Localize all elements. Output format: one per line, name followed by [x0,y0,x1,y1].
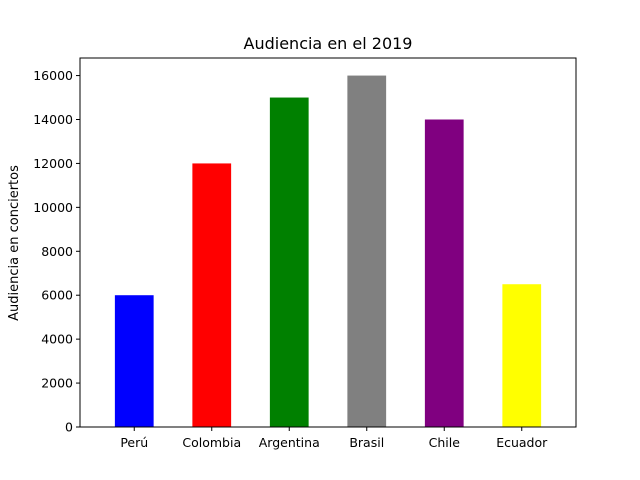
x-tick-label: Argentina [259,435,320,450]
y-tick-label: 6000 [41,288,73,303]
plot-frame [79,57,577,428]
bar-colombia [192,163,232,427]
y-tick-label: 10000 [33,200,73,215]
y-tick-label: 16000 [33,68,73,83]
y-tick-label: 12000 [33,156,73,171]
x-tick-label: Colombia [182,435,241,450]
y-tick-label: 8000 [41,244,73,259]
y-tick-label: 4000 [41,332,73,347]
x-tick-label: Chile [429,435,461,450]
y-tick-label: 0 [65,420,73,435]
bar-argentina [269,97,309,427]
bar-chile [424,119,464,427]
y-axis-label: Audiencia en conciertos [7,165,22,321]
y-tick-label: 14000 [33,112,73,127]
bar-per- [114,295,154,427]
bar-ecuador [502,284,542,427]
x-tick-label: Brasil [349,435,384,450]
x-tick-label: Perú [120,435,148,450]
chart-title: Audiencia en el 2019 [244,34,413,53]
y-tick-label: 2000 [41,376,73,391]
x-tick-label: Ecuador [496,435,548,450]
plot-area: 0 2000 4000 6000 8000 10000 12000 14000 16000 Per… [33,57,577,450]
bar-brasil [347,75,387,427]
